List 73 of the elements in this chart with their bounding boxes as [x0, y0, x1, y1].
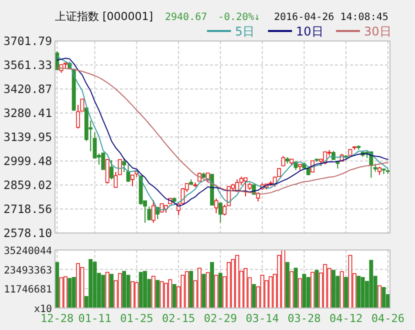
candlestick — [222, 204, 227, 216]
bar — [110, 274, 114, 308]
candlestick — [206, 172, 210, 184]
bar — [344, 276, 348, 308]
candlestick — [118, 159, 122, 176]
candlestick — [147, 206, 152, 221]
bar — [356, 276, 361, 308]
x-tick-label: 03-28 — [288, 312, 321, 325]
x-tick-label: 01-25 — [120, 312, 154, 325]
bar — [143, 270, 147, 308]
bar — [189, 270, 194, 308]
candlestick — [122, 158, 126, 173]
bar — [126, 274, 130, 308]
bar — [306, 276, 310, 308]
text: 2016-04-26 14:08:45 — [274, 12, 388, 23]
bar — [72, 276, 76, 308]
bar — [360, 276, 365, 308]
x-tick-label: 04-12 — [329, 312, 363, 325]
bar — [138, 272, 143, 308]
x-tick-label: 01-11 — [78, 312, 112, 325]
bar — [302, 274, 306, 308]
bar — [122, 270, 126, 308]
legend-label: 30日 — [364, 24, 392, 38]
y-tick-label: x10 — [34, 304, 52, 315]
x-tick-label: 04-26 — [371, 312, 404, 325]
y-tick-label: 3139.95 — [4, 130, 52, 144]
candlestick — [244, 177, 248, 197]
y-tick-label: 2578.10 — [4, 226, 52, 240]
candlestick — [114, 171, 118, 188]
bar — [88, 259, 93, 308]
bar — [202, 274, 206, 308]
bar — [285, 262, 290, 308]
bar — [252, 284, 256, 308]
bar — [172, 284, 176, 308]
x-tick-label: 02-29 — [204, 312, 237, 325]
bar — [294, 268, 298, 308]
candlestick — [214, 198, 218, 214]
candlestick — [281, 156, 286, 166]
y-tick-label: 3561.33 — [4, 58, 52, 72]
bar — [332, 270, 336, 308]
text: 2940.67 — [165, 12, 208, 23]
candlestick — [110, 160, 114, 180]
y-tick-label: 3420.87 — [4, 82, 52, 96]
bar — [314, 270, 319, 308]
bar — [210, 262, 214, 308]
text: -0.20%↓ — [218, 12, 260, 23]
legend-label: 5日 — [235, 24, 255, 38]
bar — [218, 272, 222, 308]
y-tick-label: 2999.48 — [4, 154, 52, 168]
bar — [101, 274, 106, 308]
candlestick — [105, 158, 110, 184]
y-tick-label: 35240044 — [4, 246, 52, 257]
bar — [68, 278, 72, 308]
candlestick — [101, 152, 106, 170]
candlestick — [218, 202, 222, 224]
bar — [156, 280, 160, 308]
bar — [382, 287, 386, 308]
x-tick-label: 02-15 — [162, 312, 196, 325]
candlestick — [130, 174, 134, 187]
bar — [92, 262, 97, 308]
legend-label: 10日 — [296, 24, 324, 38]
y-tick-label: 23493363 — [4, 265, 52, 276]
y-tick-label: 3280.41 — [4, 106, 52, 120]
bar — [369, 260, 374, 308]
y-tick-label: 2718.56 — [4, 202, 52, 216]
candlestick — [126, 164, 130, 182]
x-tick-label: 03-14 — [246, 312, 280, 325]
y-tick-label: 2859.02 — [4, 178, 52, 192]
chart-title: 上证指数 [000001] — [55, 10, 154, 23]
y-tick-label: 3701.79 — [4, 34, 52, 48]
x-tick-label: 12-28 — [40, 312, 74, 325]
candlestick — [151, 200, 156, 224]
y-tick-label: 11746681 — [4, 284, 52, 296]
